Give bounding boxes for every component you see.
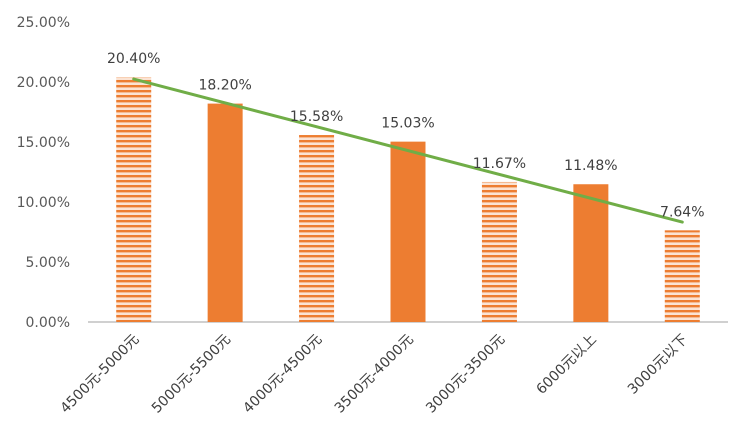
bar <box>573 184 609 322</box>
x-tick-label: 3000元以下 <box>625 332 691 398</box>
x-tick-label: 3500元-4000元 <box>332 332 417 417</box>
trendline <box>132 77 684 224</box>
data-label: 18.20% <box>198 78 251 94</box>
y-tick-label: 25.00% <box>17 15 70 31</box>
data-label: 11.67% <box>473 156 526 172</box>
bars <box>116 77 700 322</box>
data-label: 15.03% <box>381 116 434 132</box>
data-label: 15.58% <box>290 109 343 125</box>
y-tick-label: 5.00% <box>26 255 70 271</box>
y-tick-label: 20.00% <box>17 75 70 91</box>
x-tick-label: 5000元-5500元 <box>149 332 234 417</box>
y-axis-tick-labels: 0.00% 5.00% 10.00% 15.00% 20.00% 25.00% <box>17 15 70 331</box>
data-label: 7.64% <box>660 204 704 220</box>
bar <box>299 135 335 322</box>
data-labels: 20.40% 18.20% 15.58% 15.03% 11.67% 11.48% 7.64… <box>107 51 705 220</box>
bar <box>481 181 517 322</box>
bar <box>116 77 152 322</box>
x-tick-label: 6000元以上 <box>533 332 599 398</box>
data-label: 20.40% <box>107 51 160 67</box>
bar <box>390 141 426 322</box>
y-tick-label: 15.00% <box>17 135 70 151</box>
x-tick-label: 4500元-5000元 <box>57 332 142 417</box>
bar <box>664 230 700 322</box>
x-tick-label: 4000元-4500元 <box>240 332 325 417</box>
x-tick-label: 3000元-3500元 <box>423 332 508 417</box>
bar <box>207 103 243 322</box>
y-tick-label: 0.00% <box>26 315 70 331</box>
data-label: 11.48% <box>564 158 617 174</box>
trendline-group <box>132 77 684 224</box>
x-axis-category-labels: 4500元-5000元 5000元-5500元 4000元-4500元 3500元-4… <box>57 332 691 417</box>
y-tick-label: 10.00% <box>17 195 70 211</box>
